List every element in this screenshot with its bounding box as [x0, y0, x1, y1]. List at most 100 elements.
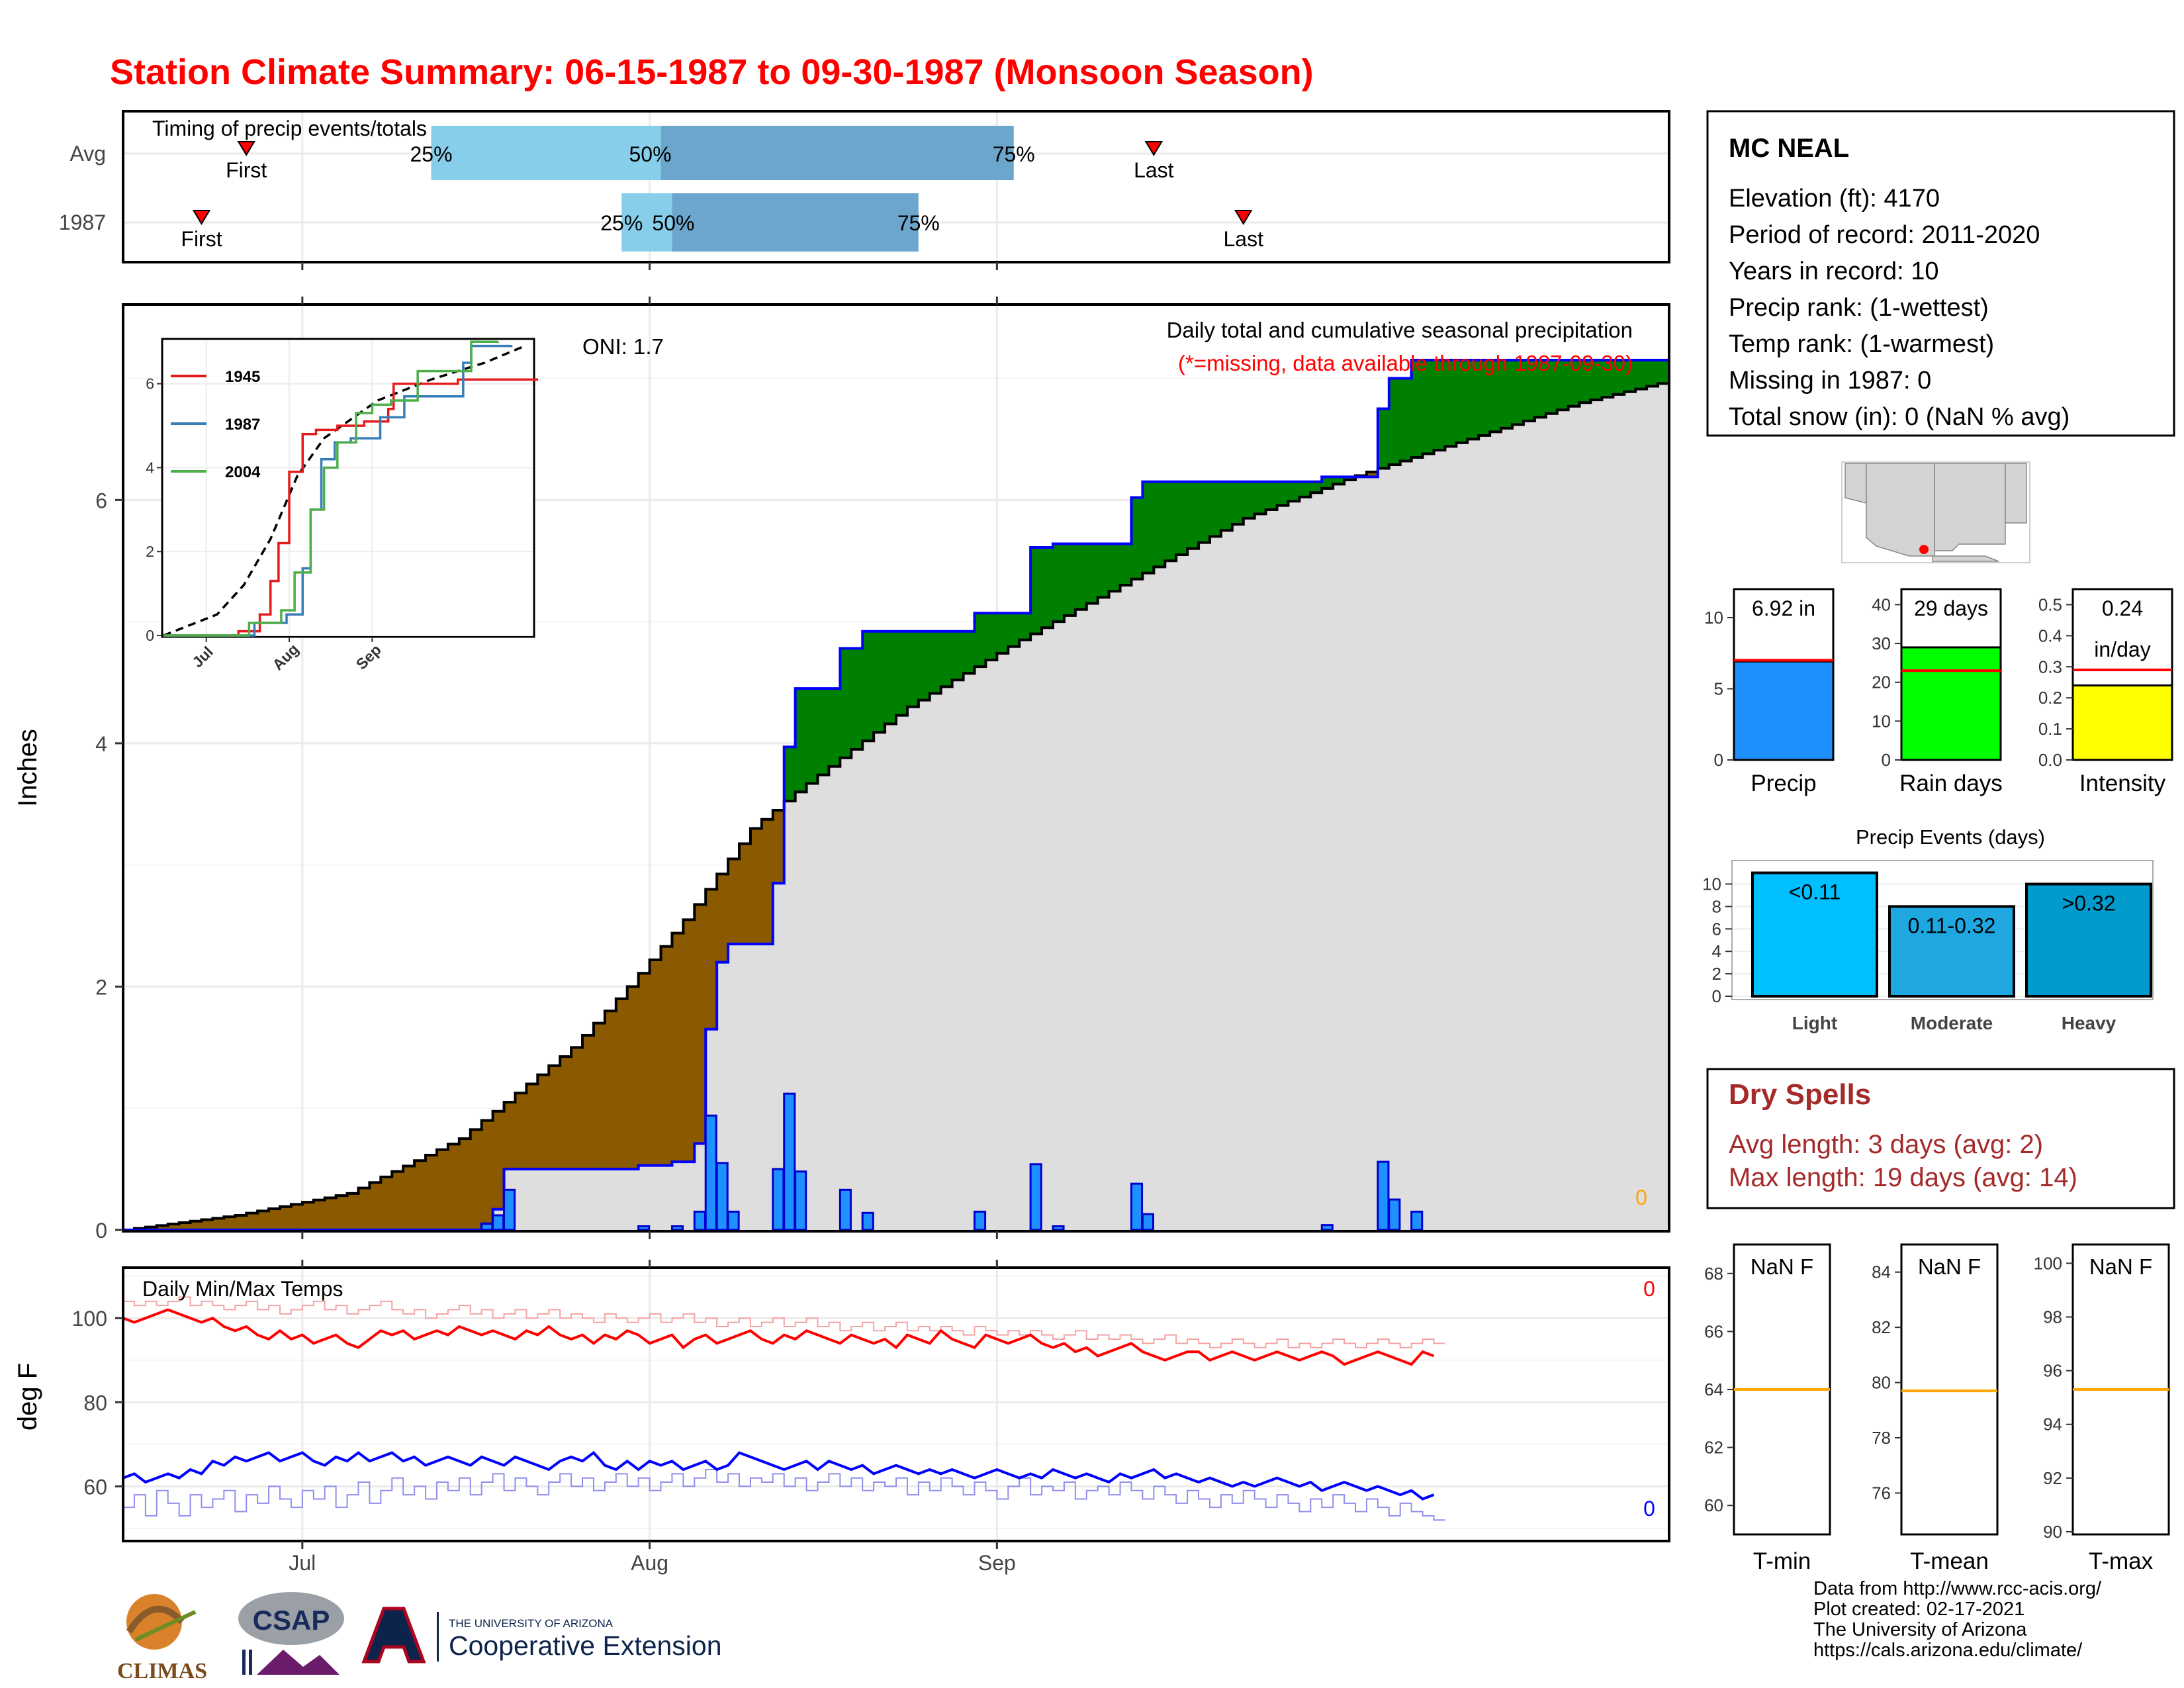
- precip-events-chart: Precip Events (days) 02 46 810 <0.11 Light 0.…: [1702, 825, 2154, 1033]
- surplus-area: [1277, 481, 1289, 506]
- summary-label: Intensity: [2079, 771, 2166, 796]
- deficit-area: [582, 1035, 594, 1170]
- surplus-area: [1534, 359, 1547, 418]
- summary-value-unit: in/day: [2094, 637, 2150, 661]
- temp-summary-label: T-mean: [1910, 1548, 1989, 1574]
- temp-min-line: [122, 1450, 1435, 1501]
- daily-precip-bar: [480, 1223, 494, 1231]
- surplus-area: [817, 688, 830, 775]
- surplus-area: [1131, 497, 1144, 579]
- surplus-area: [1602, 359, 1614, 397]
- deficit-area: [291, 1204, 303, 1230]
- timing-last-marker: [1234, 210, 1253, 225]
- surplus-area: [1243, 481, 1255, 518]
- timing-label-75: 75%: [993, 142, 1035, 166]
- temp-max-line: [122, 1308, 1435, 1366]
- daily-precip-bar: [1029, 1163, 1042, 1231]
- deficit-area: [492, 1111, 505, 1209]
- deficit-area: [426, 1154, 437, 1230]
- temp-summary-y-tick-label: 96: [2043, 1361, 2062, 1381]
- events-bar-label: <0.11: [1789, 880, 1841, 904]
- timing-bar-25-50: [621, 193, 672, 252]
- temp-summary-box: [1900, 1243, 1999, 1536]
- timing-label-50: 50%: [629, 142, 671, 166]
- summary-bar-2: [2071, 684, 2173, 761]
- daily-precip-bar: [727, 1210, 740, 1231]
- summary-label: Precip: [1751, 771, 1816, 796]
- surplus-area: [1254, 481, 1267, 514]
- temp-summary-y-tick-label: 84: [1872, 1262, 1891, 1282]
- surplus-area: [1064, 543, 1076, 616]
- surplus-area: [1008, 613, 1020, 647]
- summary-y-tick-label: 0.5: [2038, 594, 2062, 614]
- daily-precip-bar: [772, 1168, 785, 1231]
- surplus-area: [952, 631, 964, 680]
- inset-legend-label: 2004: [225, 463, 261, 481]
- surplus-area: [1176, 481, 1188, 555]
- deficit-area: [447, 1144, 460, 1230]
- deficit-area: [257, 1211, 269, 1230]
- summary-bar-1: [1900, 646, 2002, 761]
- timing-bar-25-50: [431, 126, 661, 180]
- surplus-area: [1490, 359, 1502, 432]
- deficit-area: [526, 1084, 538, 1170]
- climas-wordmark: CLIMAS: [117, 1659, 207, 1683]
- temp-summary-y-tick-label: 80: [1872, 1373, 1891, 1393]
- station-info-line: Elevation (ft): 4170: [1729, 185, 1940, 212]
- deficit-area: [683, 919, 695, 1162]
- surplus-area: [1377, 408, 1390, 469]
- surplus-area: [1568, 359, 1580, 406]
- temp-summary-y-tick-label: 82: [1872, 1317, 1891, 1337]
- summary-y-tick-label: 0.3: [2038, 657, 2062, 677]
- summary-y-tick-label: 0.1: [2038, 719, 2062, 739]
- summary-value: 6.92 in: [1752, 596, 1815, 620]
- events-title: Precip Events (days): [1856, 825, 2045, 849]
- climas-logo: CLIMAS: [109, 1585, 218, 1685]
- y-tick-label: 0: [95, 1219, 107, 1243]
- x-tick-label: Jul: [289, 1551, 316, 1575]
- surplus-area: [1220, 481, 1233, 531]
- page-title: Station Climate Summary: 06-15-1987 to 0…: [110, 52, 1314, 92]
- inset-y-tick-label: 2: [146, 543, 154, 560]
- credit-line: Plot created: 02-17-2021: [1813, 1599, 2025, 1620]
- deficit-area: [179, 1222, 191, 1230]
- deficit-area: [1366, 472, 1379, 477]
- deficit-area: [403, 1166, 415, 1230]
- surplus-area: [829, 688, 841, 767]
- precip-panel: 0 2 4 6 Inches ONI: 1.7 Daily total and cum…: [13, 297, 1670, 1243]
- timing-label-75: 75%: [897, 211, 940, 235]
- timing-label: Timing of precip events/totals: [152, 117, 427, 140]
- events-bar-heavy: [2025, 882, 2152, 998]
- temp-summary-y-tick-label: 68: [1704, 1264, 1723, 1284]
- deficit-area: [167, 1224, 180, 1230]
- observed-cumulative-area: [123, 359, 1669, 1230]
- deficit-area: [392, 1171, 404, 1230]
- summary-y-tick-label: 0: [1714, 750, 1723, 770]
- temp-summary-y-tick-label: 100: [2034, 1253, 2062, 1273]
- surplus-area: [1322, 477, 1334, 489]
- surplus-area: [1288, 481, 1300, 502]
- deficit-area: [537, 1074, 549, 1170]
- surplus-area: [1411, 359, 1424, 457]
- surplus-area: [1109, 543, 1121, 592]
- timing-bar-50-75: [672, 193, 919, 252]
- temp-missing-max: 0: [1643, 1277, 1655, 1301]
- temp-summary-y-tick-label: 90: [2043, 1522, 2062, 1542]
- temp-summary-value: NaN F: [1918, 1254, 1981, 1279]
- deficit-area: [627, 986, 639, 1170]
- surplus-area: [997, 613, 1009, 653]
- surplus-area: [1624, 359, 1636, 392]
- temp-y-tick-label: 60: [83, 1475, 107, 1499]
- temp-summary-y-tick-label: 94: [2043, 1415, 2062, 1434]
- temp-panel: 60 80 100 Daily Min/Max Temps deg F 0 0 Ju…: [13, 1260, 1670, 1575]
- timing-row-year: 1987: [59, 211, 106, 234]
- credit-line: https://cals.arizona.edu/climate/: [1813, 1640, 2083, 1661]
- surplus-area: [874, 631, 886, 733]
- temp-min-reference-line: [123, 1468, 1445, 1521]
- timing-label-25: 25%: [410, 142, 452, 166]
- deficit-area: [279, 1206, 292, 1230]
- daily-precip-bar: [1052, 1225, 1065, 1231]
- inset-y-tick-label: 4: [146, 459, 154, 476]
- events-y-tick-label: 6: [1712, 919, 1721, 939]
